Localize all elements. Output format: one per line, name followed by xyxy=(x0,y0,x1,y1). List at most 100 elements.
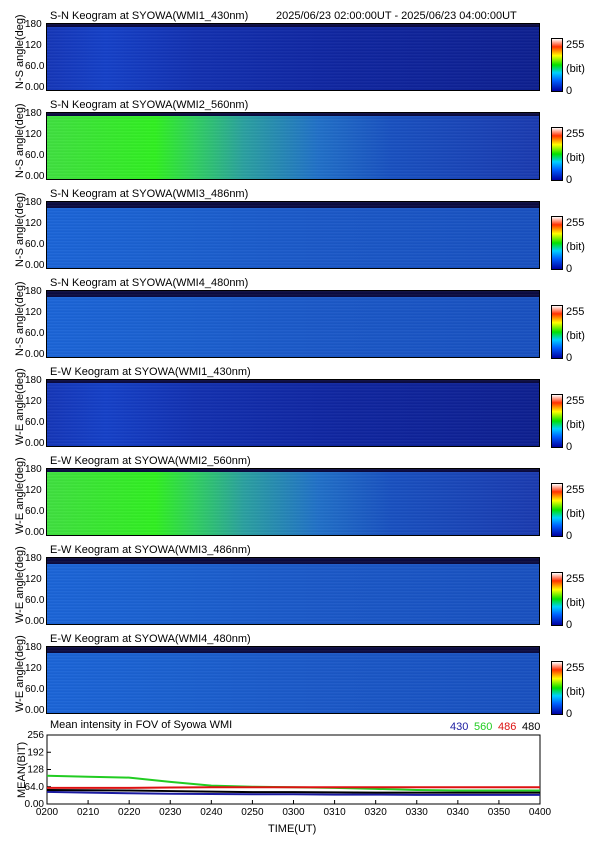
colorbar-max-label: 255 xyxy=(566,573,585,585)
panel-ytick: 60.0 xyxy=(25,595,45,606)
colorbar xyxy=(551,127,563,181)
keogram-image xyxy=(46,557,540,625)
panel-ytick: 180 xyxy=(25,464,42,475)
x-tick-label: 0300 xyxy=(282,807,305,818)
panel-ytick: 0.00 xyxy=(25,438,45,449)
colorbar xyxy=(551,216,563,270)
x-tick-label: 0400 xyxy=(529,807,552,818)
colorbar-min-label: 0 xyxy=(566,263,573,275)
colorbar-max-label: 255 xyxy=(566,662,585,674)
panel-ytick: 120 xyxy=(25,485,42,496)
keogram-image xyxy=(46,379,540,447)
panel-ytick: 180 xyxy=(25,553,42,564)
mean-panel-title: Mean intensity in FOV of Syowa WMI xyxy=(50,719,233,731)
x-tick-label: 0230 xyxy=(159,807,182,818)
series-line-486 xyxy=(47,786,540,789)
keogram-image xyxy=(46,201,540,269)
y-tick-label: 192 xyxy=(27,747,44,758)
panel-ytick: 120 xyxy=(25,307,42,318)
colorbar-min-label: 0 xyxy=(566,441,573,453)
panel-ytick: 0.00 xyxy=(25,527,45,538)
colorbar-min-label: 0 xyxy=(566,619,573,631)
colorbar-max-label: 255 xyxy=(566,484,585,496)
legend-480: 480 xyxy=(522,721,541,733)
panel-ytick: 180 xyxy=(25,375,42,386)
panel-ytick: 180 xyxy=(25,108,42,119)
colorbar-min-label: 0 xyxy=(566,530,573,542)
legend-560: 560 xyxy=(474,721,493,733)
colorbar-unit-label: (bit) xyxy=(566,330,585,342)
mean-ylabel: MEAN(BIT) xyxy=(16,741,28,798)
panel-ytick: 120 xyxy=(25,40,42,51)
legend-430: 430 xyxy=(450,721,469,733)
panel-ytick: 0.00 xyxy=(25,705,45,716)
panel-ytick: 180 xyxy=(25,197,42,208)
x-tick-label: 0240 xyxy=(200,807,223,818)
panel-title: S-N Keogram at SYOWA(WMI2_560nm) xyxy=(50,99,249,111)
colorbar-unit-label: (bit) xyxy=(566,686,585,698)
plot-frame xyxy=(46,734,541,805)
panel-title: E-W Keogram at SYOWA(WMI4_480nm) xyxy=(50,633,251,645)
panel-ytick: 0.00 xyxy=(25,171,45,182)
panel-title: S-N Keogram at SYOWA(WMI4_480nm) xyxy=(50,277,249,289)
panel-ytick: 60.0 xyxy=(25,684,45,695)
x-tick-label: 0210 xyxy=(77,807,100,818)
colorbar xyxy=(551,394,563,448)
series-line-480 xyxy=(46,788,540,794)
colorbar xyxy=(551,305,563,359)
panel-ytick: 60.0 xyxy=(25,150,45,161)
colorbar-min-label: 0 xyxy=(566,708,573,720)
colorbar-min-label: 0 xyxy=(566,85,573,97)
x-tick-label: 0340 xyxy=(447,807,470,818)
colorbar-unit-label: (bit) xyxy=(566,508,585,520)
colorbar xyxy=(551,38,563,92)
y-tick-label: 128 xyxy=(27,765,44,776)
x-tick-label: 0330 xyxy=(406,807,429,818)
colorbar-min-label: 0 xyxy=(566,174,573,186)
colorbar-unit-label: (bit) xyxy=(566,63,585,75)
colorbar-unit-label: (bit) xyxy=(566,597,585,609)
panel-ytick: 0.00 xyxy=(25,82,45,93)
colorbar xyxy=(551,572,563,626)
x-tick-label: 0200 xyxy=(36,807,59,818)
colorbar-max-label: 255 xyxy=(566,395,585,407)
colorbar-min-label: 0 xyxy=(566,352,573,364)
panel-ytick: 180 xyxy=(25,286,42,297)
x-tick-label: 0310 xyxy=(323,807,346,818)
panel-ytick: 120 xyxy=(25,574,42,585)
panel-ytick: 60.0 xyxy=(25,417,45,428)
panel-ytick: 180 xyxy=(25,19,42,30)
panel-title: E-W Keogram at SYOWA(WMI1_430nm) xyxy=(50,366,251,378)
panel-ytick: 120 xyxy=(25,129,42,140)
mean-xlabel: TIME(UT) xyxy=(268,823,317,835)
legend-486: 486 xyxy=(498,721,517,733)
y-tick-label: 256 xyxy=(27,730,44,741)
panel-title: S-N Keogram at SYOWA(WMI1_430nm) xyxy=(50,10,249,22)
panel-ytick: 0.00 xyxy=(25,616,45,627)
keogram-image xyxy=(46,23,540,91)
panel-title: E-W Keogram at SYOWA(WMI3_486nm) xyxy=(50,544,251,556)
y-tick-label: 0.00 xyxy=(25,799,45,810)
keogram-image xyxy=(46,646,540,714)
x-tick-label: 0350 xyxy=(488,807,511,818)
panel-ytick: 60.0 xyxy=(25,506,45,517)
x-tick-label: 0220 xyxy=(118,807,141,818)
panel-ytick: 0.00 xyxy=(25,260,45,271)
panel-ytick: 60.0 xyxy=(25,239,45,250)
colorbar-max-label: 255 xyxy=(566,39,585,51)
panel-ytick: 120 xyxy=(25,218,42,229)
panel-ytick: 180 xyxy=(25,642,42,653)
colorbar xyxy=(551,483,563,537)
x-tick-label: 0320 xyxy=(365,807,388,818)
keogram-image xyxy=(46,468,540,536)
colorbar-unit-label: (bit) xyxy=(566,419,585,431)
colorbar xyxy=(551,661,563,715)
panel-title: E-W Keogram at SYOWA(WMI2_560nm) xyxy=(50,455,251,467)
panel-ytick: 120 xyxy=(25,663,42,674)
panel-ytick: 0.00 xyxy=(25,349,45,360)
x-tick-label: 0250 xyxy=(241,807,264,818)
panel-title: S-N Keogram at SYOWA(WMI3_486nm) xyxy=(50,188,249,200)
header-range: 2025/06/23 02:00:00UT - 2025/06/23 04:00… xyxy=(276,10,517,22)
colorbar-unit-label: (bit) xyxy=(566,152,585,164)
colorbar-unit-label: (bit) xyxy=(566,241,585,253)
